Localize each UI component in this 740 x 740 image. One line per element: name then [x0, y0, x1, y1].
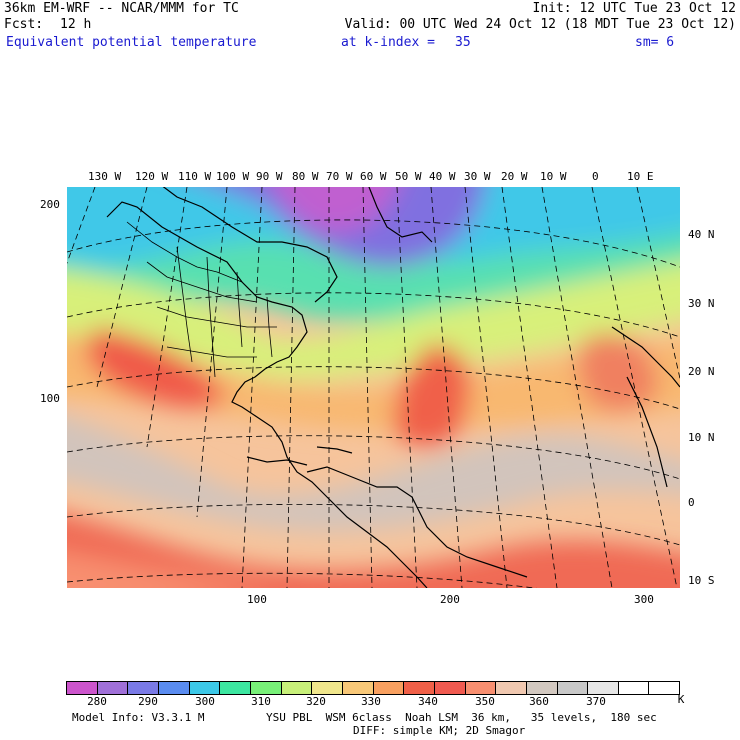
theta-e-fill [67, 187, 680, 588]
lon-label: 60 W [360, 170, 387, 183]
color-bin [67, 682, 98, 694]
smoothing-value: sm= 6 [635, 35, 675, 50]
lon-label: 100 W [216, 170, 250, 183]
color-bin [434, 682, 466, 694]
lon-label: 40 W [429, 170, 456, 183]
map-canvas [67, 187, 680, 588]
color-bin [342, 682, 374, 694]
lon-label: 50 W [395, 170, 422, 183]
color-scale-label: 330 [361, 695, 381, 708]
grid-x-label: 300 [634, 593, 654, 606]
lon-label: 110 W [178, 170, 212, 183]
coastlines [106, 187, 680, 588]
color-scale-label: 360 [529, 695, 549, 708]
forecast-label: Fcst: [4, 17, 44, 32]
diffusion-info: DIFF: simple KM; 2D Smagor [353, 724, 526, 737]
color-bin [557, 682, 589, 694]
grid-x-label: 200 [440, 593, 460, 606]
color-bin [618, 682, 650, 694]
color-bin [588, 682, 619, 694]
color-scale-label: 370 [586, 695, 606, 708]
color-scale-label: 290 [138, 695, 158, 708]
lon-label: 80 W [292, 170, 319, 183]
color-bin [250, 682, 282, 694]
color-bin [496, 682, 527, 694]
color-bin [220, 682, 251, 694]
init-time: Init: 12 UTC Tue 23 Oct 12 [532, 1, 737, 16]
lat-label: 40 N [688, 228, 715, 241]
physics-info: YSU PBL WSM 6class Noah LSM 36 km, 35 le… [266, 711, 657, 724]
graticule [67, 187, 680, 588]
color-bin [189, 682, 221, 694]
grid-y-label: 200 [40, 198, 60, 211]
color-scale-unit: K [677, 693, 685, 706]
lat-label: 10 N [688, 431, 715, 444]
color-bin [128, 682, 159, 694]
model-info: Model Info: V3.3.1 M [72, 711, 205, 724]
color-scale-label: 350 [475, 695, 495, 708]
level-label: at k-index = [341, 35, 435, 50]
color-bin [312, 682, 343, 694]
color-scale-label: 340 [418, 695, 438, 708]
lon-label: 120 W [135, 170, 169, 183]
color-bin [465, 682, 497, 694]
color-bin [404, 682, 435, 694]
color-bin [158, 682, 190, 694]
forecast-hours: 12 h [60, 17, 92, 32]
political-borders [126, 221, 277, 378]
color-bin [281, 682, 313, 694]
lon-label: 70 W [326, 170, 353, 183]
color-bin [526, 682, 558, 694]
color-scale-label: 280 [87, 695, 107, 708]
lon-label: 90 W [256, 170, 283, 183]
lon-label: 20 W [501, 170, 528, 183]
color-bin [649, 682, 680, 694]
lon-label: 0 [592, 170, 599, 183]
lon-label: 10 W [540, 170, 567, 183]
model-title: 36km EM-WRF -- NCAR/MMM for TC [4, 1, 239, 16]
theta-e-map [67, 187, 680, 588]
valid-time: Valid: 00 UTC Wed 24 Oct 12 (18 MDT Tue … [344, 17, 736, 32]
color-bin [373, 682, 405, 694]
lat-label: 20 N [688, 365, 715, 378]
color-scale-label: 310 [251, 695, 271, 708]
color-scale-label: 320 [306, 695, 326, 708]
level-value: 35 [455, 35, 471, 50]
grid-y-label: 100 [40, 392, 60, 405]
lon-label: 10 E [627, 170, 654, 183]
lat-label: 30 N [688, 297, 715, 310]
lat-label: 0 [688, 496, 695, 509]
color-scale-bar [66, 681, 680, 695]
color-bin [97, 682, 129, 694]
color-scale-label: 300 [195, 695, 215, 708]
lat-label: 10 S [688, 574, 715, 587]
field-name: Equivalent potential temperature [6, 35, 257, 50]
lon-label: 30 W [464, 170, 491, 183]
grid-x-label: 100 [247, 593, 267, 606]
lon-label: 130 W [88, 170, 122, 183]
